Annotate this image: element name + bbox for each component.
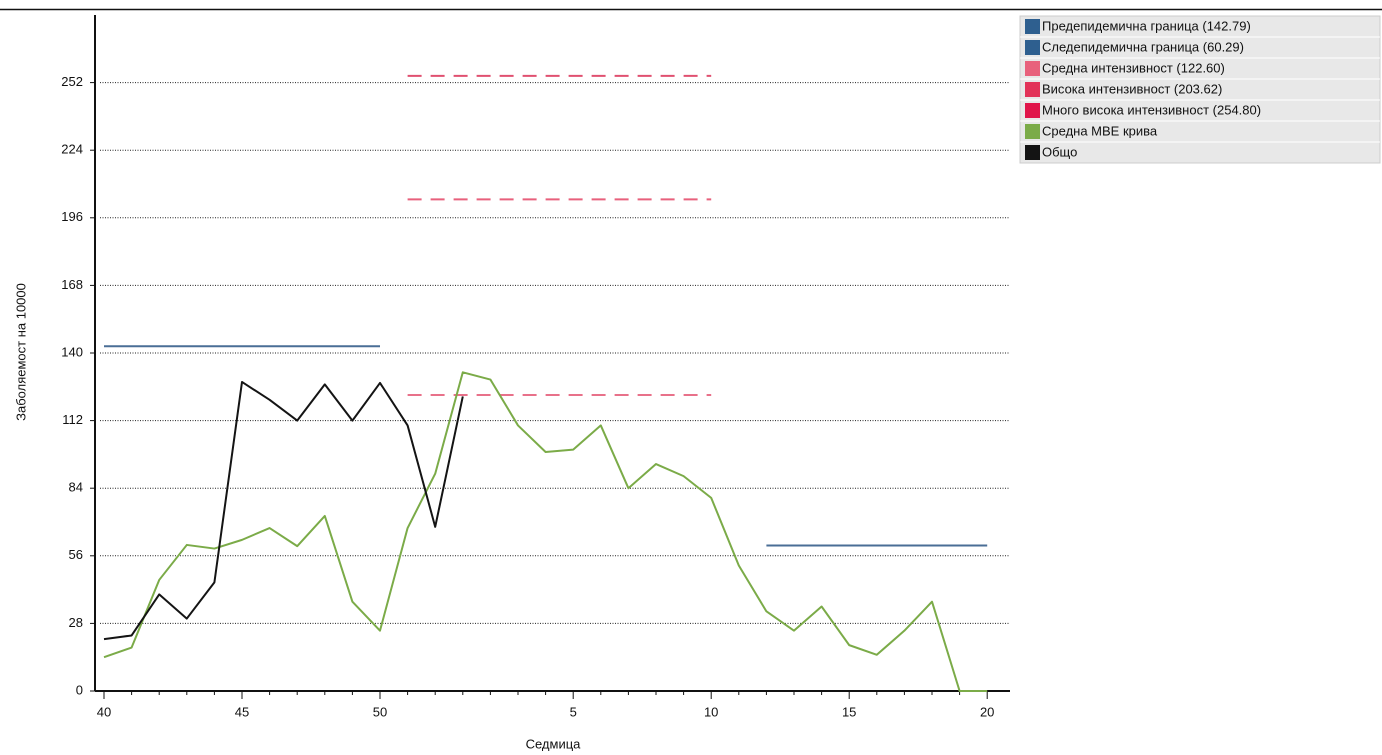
x-tick-label: 50 <box>373 704 387 719</box>
y-tick-label: 168 <box>61 277 83 292</box>
legend-swatch <box>1025 19 1040 34</box>
y-tick-label: 56 <box>69 547 83 562</box>
x-tick-label: 5 <box>570 704 577 719</box>
legend-label: Предепидемична граница (142.79) <box>1042 18 1251 33</box>
x-axis-label: Седмица <box>526 736 582 751</box>
x-tick-label: 20 <box>980 704 994 719</box>
x-tick-label: 15 <box>842 704 856 719</box>
legend-swatch <box>1025 40 1040 55</box>
legend-label: Средна MBE крива <box>1042 123 1158 138</box>
y-tick-label: 84 <box>69 480 83 495</box>
y-tick-label: 224 <box>61 142 83 157</box>
series-line <box>103 380 464 641</box>
legend-label: Висока интензивност (203.62) <box>1042 81 1222 96</box>
y-axis-label: Заболяемост на 10000 <box>13 283 28 421</box>
y-tick-label: 252 <box>61 74 83 89</box>
legend-label: Много висока интензивност (254.80) <box>1042 102 1261 117</box>
legend-label: Средна интензивност (122.60) <box>1042 60 1225 75</box>
series-line <box>103 371 988 692</box>
legend-swatch <box>1025 82 1040 97</box>
y-tick-label: 112 <box>62 412 83 427</box>
y-tick-label: 28 <box>69 615 83 630</box>
y-tick-label: 0 <box>76 682 83 697</box>
x-tick-label: 45 <box>235 704 249 719</box>
legend-label: Общо <box>1042 144 1077 159</box>
legend-box <box>1019 15 1381 164</box>
legend-swatch <box>1025 145 1040 160</box>
x-tick-label: 10 <box>704 704 718 719</box>
legend-swatch <box>1025 61 1040 76</box>
legend-swatch <box>1025 124 1040 139</box>
y-tick-label: 140 <box>61 344 83 359</box>
y-tick-label: 196 <box>61 209 83 224</box>
legend-swatch <box>1025 103 1040 118</box>
x-tick-label: 40 <box>97 704 111 719</box>
legend-label: Следепидемична граница (60.29) <box>1042 39 1244 54</box>
